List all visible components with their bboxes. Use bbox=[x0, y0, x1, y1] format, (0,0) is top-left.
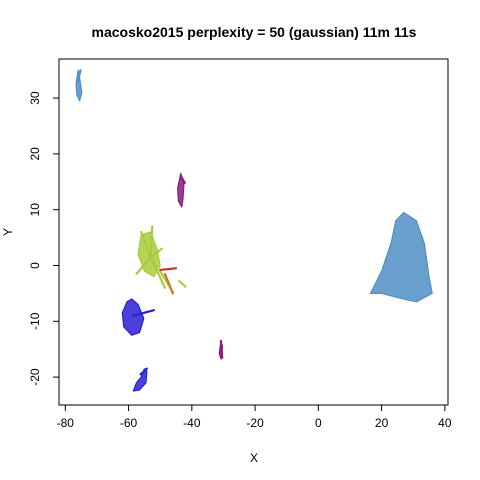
y-tick-label: 20 bbox=[28, 147, 42, 161]
x-tick-label: 20 bbox=[375, 416, 389, 430]
cluster-strand bbox=[149, 225, 154, 259]
point-cluster bbox=[121, 298, 145, 336]
cluster-strand bbox=[149, 256, 167, 289]
point-cluster bbox=[132, 368, 148, 392]
x-tick-label: -40 bbox=[183, 416, 201, 430]
cluster-strand bbox=[178, 280, 187, 288]
point-cluster bbox=[177, 172, 185, 208]
cluster-strand bbox=[132, 309, 155, 317]
x-tick-label: 40 bbox=[438, 416, 452, 430]
point-cluster bbox=[369, 211, 433, 303]
y-tick-label: 0 bbox=[28, 262, 42, 269]
x-tick-label: 0 bbox=[315, 416, 322, 430]
x-axis-label: X bbox=[250, 451, 258, 465]
y-tick-label: 30 bbox=[28, 91, 42, 105]
cluster-strand bbox=[149, 247, 163, 259]
x-axis: -80 -60 -40 -20 0 20 40 bbox=[57, 404, 452, 430]
cluster-strand bbox=[135, 256, 152, 275]
y-axis: -20 -10 0 10 20 30 bbox=[28, 91, 60, 386]
cluster-strand bbox=[76, 69, 82, 83]
cluster-strand bbox=[139, 367, 149, 376]
plot-frame bbox=[58, 58, 449, 406]
cluster-strand bbox=[140, 230, 152, 259]
x-tick-label: -20 bbox=[246, 416, 264, 430]
cluster-strand bbox=[163, 272, 174, 295]
y-tick-label: 10 bbox=[28, 203, 42, 217]
point-clusters bbox=[75, 69, 433, 392]
y-axis-label: Y bbox=[1, 228, 15, 236]
cluster-strand bbox=[179, 175, 186, 184]
cluster-strands bbox=[76, 69, 224, 376]
cluster-strand bbox=[159, 267, 178, 272]
cluster-strand bbox=[219, 339, 224, 359]
point-cluster bbox=[75, 69, 83, 102]
chart-title: macosko2015 perplexity = 50 (gaussian) 1… bbox=[92, 24, 417, 40]
x-tick-label: -60 bbox=[120, 416, 138, 430]
y-tick-label: -10 bbox=[28, 312, 42, 330]
y-tick-label: -20 bbox=[28, 368, 42, 386]
x-tick-label: -80 bbox=[57, 416, 75, 430]
